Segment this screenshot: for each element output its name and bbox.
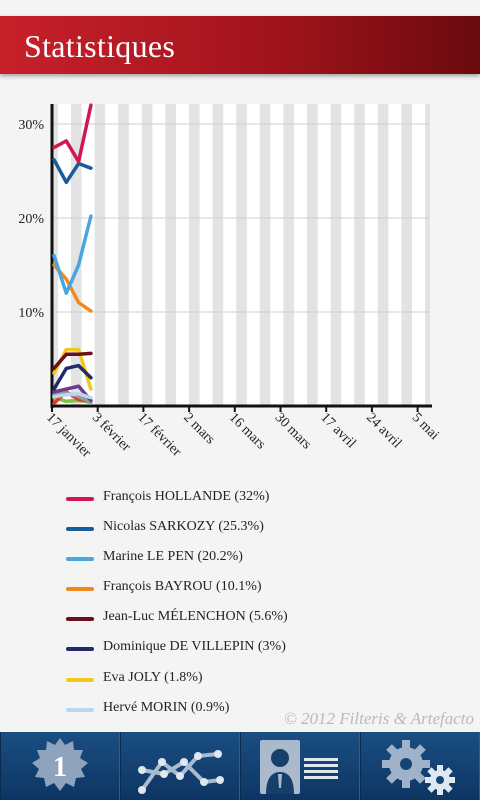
person-list-icon xyxy=(260,740,338,794)
legend-label: Dominique DE VILLEPIN (3%) xyxy=(103,639,286,655)
legend-swatch xyxy=(66,677,94,682)
tab-settings[interactable] xyxy=(360,732,480,800)
series-line xyxy=(52,392,93,400)
y-tick-label: 20% xyxy=(18,212,44,227)
legend-swatch xyxy=(66,497,94,501)
legend-label: Nicolas SARKOZY (25.3%) xyxy=(103,519,264,535)
x-tick-label: 3 février xyxy=(89,410,134,455)
line-chart-icon xyxy=(138,750,224,794)
plot-gap-band xyxy=(341,104,355,406)
app-header: Statistiques xyxy=(0,16,480,74)
series-line xyxy=(52,363,93,391)
badge-1-icon: 1 xyxy=(32,738,88,791)
legend-label: Jean-Luc MÉLENCHON (5.6%) xyxy=(103,609,288,625)
legend-label: Hervé MORIN (0.9%) xyxy=(103,699,230,715)
plot-gap-band xyxy=(412,104,425,406)
x-tick-label: 16 mars xyxy=(226,410,268,452)
series-line xyxy=(52,351,93,371)
legend-swatch xyxy=(66,557,94,562)
legend-swatch xyxy=(66,527,94,532)
x-tick-label: 17 février xyxy=(135,410,185,460)
plot-gap-band xyxy=(128,104,142,406)
gears-icon xyxy=(382,740,455,795)
legend-label: Eva JOLY (1.8%) xyxy=(103,669,203,685)
bottom-tab-bar: 1 xyxy=(0,732,480,800)
x-tick-label: 24 avril xyxy=(363,410,404,451)
plot-gap-band xyxy=(176,104,189,406)
x-tick-label: 5 mai xyxy=(409,410,442,443)
tab-candidates[interactable] xyxy=(240,732,360,800)
plot-gap-band xyxy=(199,104,213,406)
status-bar xyxy=(0,0,480,16)
badge-number: 1 xyxy=(53,752,67,783)
y-tick-label: 10% xyxy=(18,306,44,321)
plot-gap-band xyxy=(317,104,331,406)
plot-gap-band xyxy=(152,104,166,406)
plot-gap-band xyxy=(223,104,237,406)
plot-gap-band xyxy=(246,104,260,406)
plot-gap-band xyxy=(270,104,284,406)
series-line xyxy=(52,384,93,403)
legend-swatch xyxy=(66,587,94,592)
tab-first-round[interactable]: 1 xyxy=(0,732,120,800)
plot-gap-band xyxy=(364,104,378,406)
series-line xyxy=(52,214,93,295)
x-tick-label: 17 avril xyxy=(317,410,358,451)
plot-gap-band xyxy=(105,104,119,406)
plot-gap-band xyxy=(388,104,402,406)
legend-swatch xyxy=(66,617,94,622)
copyright-notice: © 2012 Filteris & Artefacto xyxy=(283,709,474,728)
legend-label: François HOLLANDE (32%) xyxy=(103,489,270,504)
plot-gap-band xyxy=(294,104,307,406)
x-tick-label: 17 janvier xyxy=(43,410,94,461)
series-line xyxy=(52,157,93,185)
series-line xyxy=(52,103,93,164)
legend-swatch xyxy=(66,707,94,712)
legend-label: Marine LE PEN (20.2%) xyxy=(103,549,243,565)
legend-label: François BAYROU (10.1%) xyxy=(103,579,262,595)
plot-gap-band xyxy=(81,104,95,406)
x-tick-label: 2 mars xyxy=(180,410,217,447)
y-tick-label: 30% xyxy=(18,118,44,133)
x-tick-label: 30 mars xyxy=(272,410,314,452)
page-title: Statistiques xyxy=(24,28,176,64)
tab-chart[interactable] xyxy=(120,732,240,800)
legend-swatch xyxy=(66,647,94,652)
